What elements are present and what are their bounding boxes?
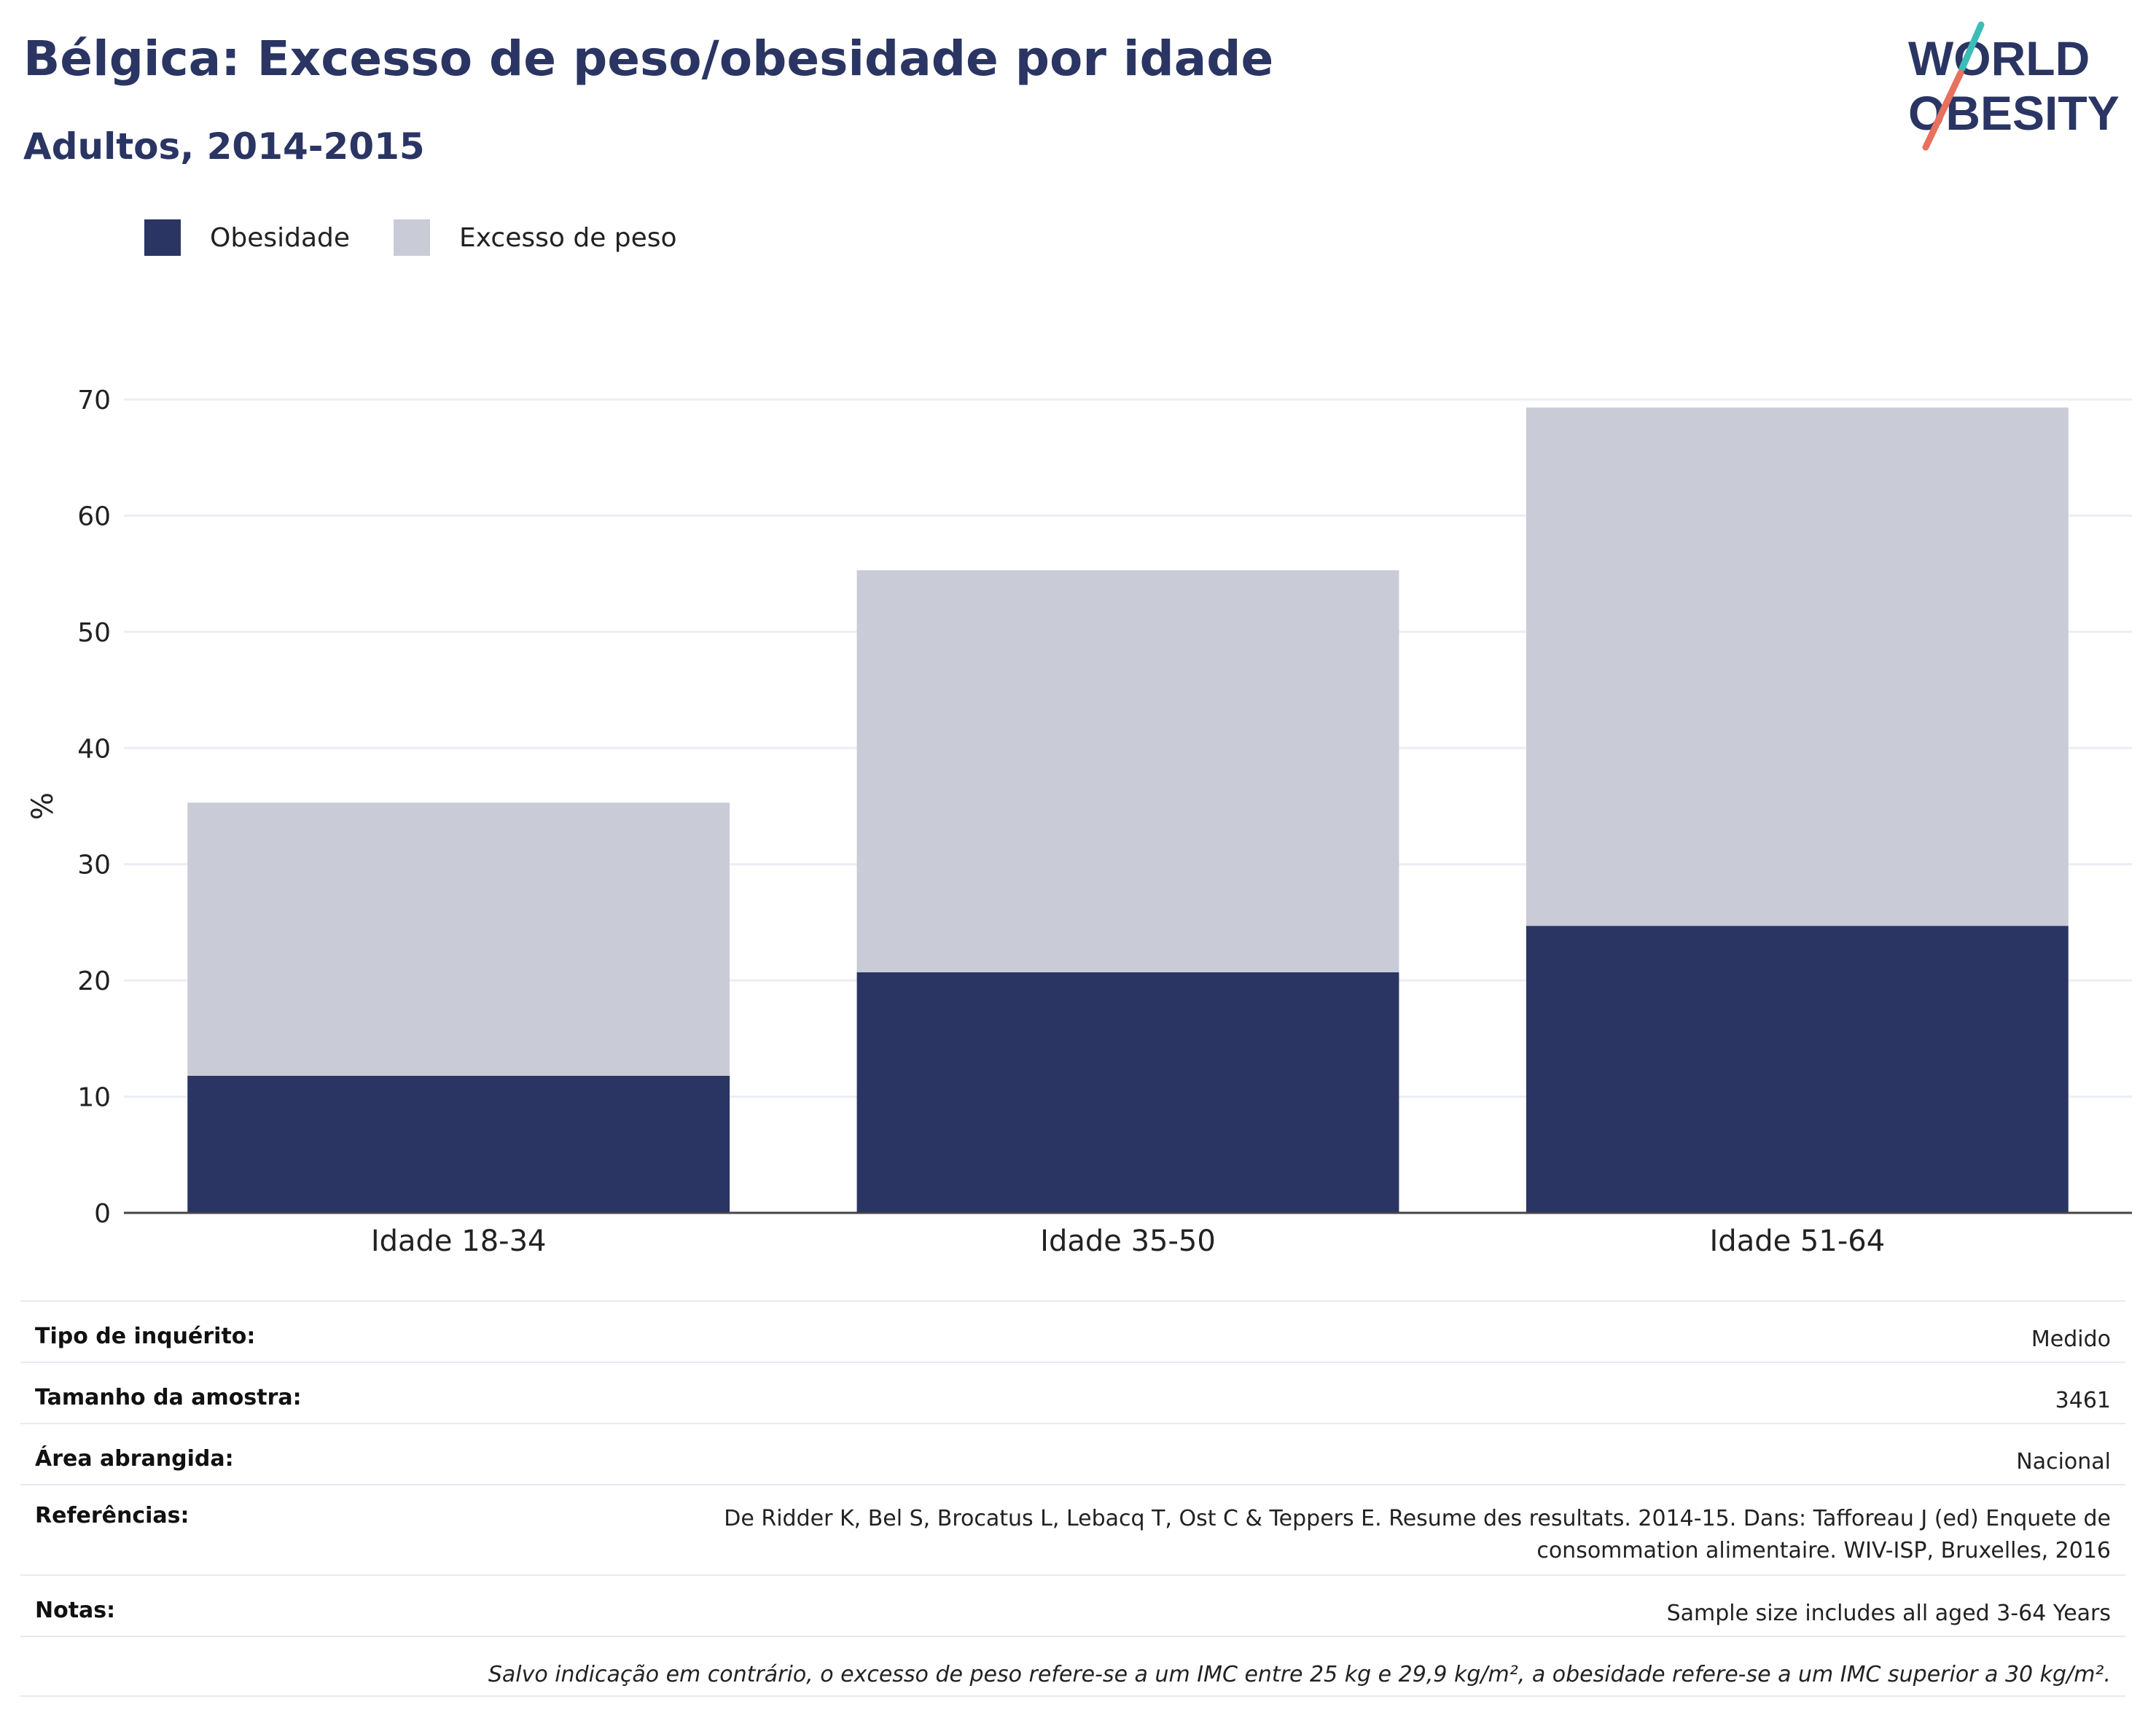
references-label: Referências: [35, 1503, 190, 1528]
survey-type-value: Medido [2031, 1327, 2111, 1352]
y-tick-label: 10 [77, 1083, 111, 1113]
legend-swatch-overweight [394, 219, 431, 256]
notes-label: Notas: [35, 1598, 116, 1623]
legend: Obesidade Excesso de peso [144, 216, 721, 259]
bar-overweight [187, 802, 730, 1076]
world-obesity-logo: WORLD OBESITY [1908, 21, 2120, 151]
info-row-area: Área abrangida: Nacional [20, 1423, 2125, 1484]
bar-obesity [187, 1075, 730, 1213]
logo-slash-bottom [1922, 69, 1964, 151]
references-line-2: consommation alimentaire. WIV-ISP, Bruxe… [1536, 1538, 2111, 1563]
chart-subtitle: Adultos, 2014-2015 [23, 125, 425, 168]
references-value: De Ridder K, Bel S, Brocatus L, Lebacq T… [724, 1503, 2111, 1567]
x-tick-label: Idade 18-34 [371, 1225, 547, 1258]
info-row-references: Referências: De Ridder K, Bel S, Brocatu… [20, 1484, 2125, 1574]
legend-item-obesity[interactable]: Obesidade [144, 219, 350, 256]
area-value: Nacional [2016, 1449, 2111, 1475]
y-tick-label: 60 [77, 501, 111, 531]
info-row-survey-type: Tipo de inquérito: Medido [20, 1300, 2125, 1362]
sample-size-label: Tamanho da amostra: [35, 1385, 302, 1410]
x-tick-label: Idade 35-50 [1040, 1225, 1216, 1258]
legend-label-obesity: Obesidade [210, 222, 351, 253]
y-tick-label: 40 [77, 734, 111, 764]
bar-overweight [856, 570, 1399, 972]
y-tick-label: 30 [77, 851, 111, 880]
y-tick-label: 70 [77, 386, 111, 415]
footnote: Salvo indicação em contrário, o excesso … [488, 1662, 2111, 1687]
area-label: Área abrangida: [35, 1446, 234, 1472]
y-tick-label: 0 [94, 1199, 111, 1229]
y-tick-label: 20 [77, 966, 111, 996]
notes-value: Sample size includes all aged 3-64 Years [1666, 1601, 2111, 1626]
info-row-notes: Notas: Sample size includes all aged 3-6… [20, 1574, 2125, 1636]
info-row-footnote: Salvo indicação em contrário, o excesso … [20, 1636, 2125, 1697]
chart-title: Bélgica: Excesso de peso/obesidade por i… [23, 31, 1274, 87]
survey-type-label: Tipo de inquérito: [35, 1324, 256, 1349]
bar-obesity [856, 972, 1399, 1213]
bar-overweight [1526, 407, 2069, 926]
bar-obesity [1526, 926, 2069, 1213]
info-row-sample-size: Tamanho da amostra: 3461 [20, 1362, 2125, 1423]
logo-text-world: WORLD [1908, 31, 2090, 85]
logo-slash-top [1958, 21, 1985, 72]
legend-item-overweight[interactable]: Excesso de peso [394, 219, 677, 256]
x-tick-label: Idade 51-64 [1710, 1225, 1886, 1258]
legend-swatch-obesity [144, 219, 181, 256]
y-axis-label: % [26, 792, 60, 820]
references-line-1: De Ridder K, Bel S, Brocatus L, Lebacq T… [724, 1506, 2111, 1531]
y-tick-label: 50 [77, 618, 111, 648]
stacked-bar-chart: 0 10 20 30 40 50 60 70% Idade 18-34 Idade 35-50 Id… [26, 386, 2132, 1258]
sample-size-value: 3461 [2055, 1388, 2111, 1413]
survey-info-table: Tipo de inquérito: Medido Tamanho da amo… [20, 1300, 2125, 1697]
legend-label-overweight: Excesso de peso [459, 222, 677, 253]
